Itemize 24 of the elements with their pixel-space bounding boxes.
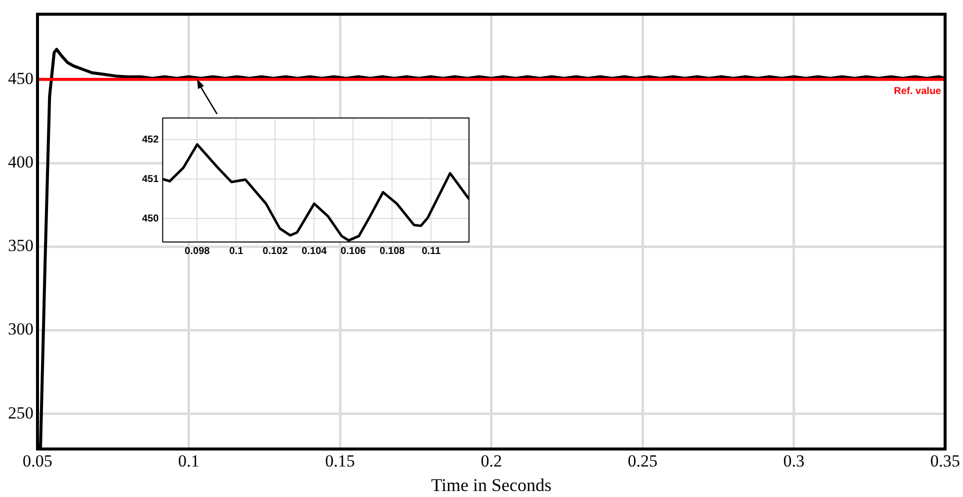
x-tick-label: 0.106	[340, 246, 366, 257]
x-tick-label: 0.15	[325, 452, 355, 471]
x-tick-label: 0.05	[22, 452, 52, 471]
x-axis-title: Time in Seconds	[431, 474, 552, 495]
ref-line-label: Ref. value	[894, 86, 942, 98]
y-tick-label: 250	[8, 403, 34, 422]
y-tick-label: 450	[142, 213, 160, 224]
x-tick-label: 0.1	[229, 246, 244, 257]
y-tick-label: 400	[8, 152, 34, 172]
x-tick-label: 0.35	[930, 452, 960, 471]
x-tick-label: 0.104	[302, 246, 328, 257]
x-tick-label: 0.108	[380, 246, 406, 257]
y-tick-label: 452	[142, 134, 160, 146]
y-tick-label: 451	[142, 174, 160, 185]
y-tick-label: 300	[8, 320, 34, 339]
x-tick-label: 0.098	[184, 246, 210, 257]
x-tick-label: 0.1	[178, 452, 200, 471]
x-tick-label: 0.3	[783, 452, 804, 471]
x-tick-label: 0.11	[422, 246, 442, 257]
x-tick-label: 0.102	[262, 246, 288, 257]
y-tick-label: 450	[8, 68, 34, 88]
y-tick-label: 350	[8, 236, 34, 256]
x-tick-label: 0.25	[628, 452, 658, 471]
x-tick-label: 0.2	[480, 452, 502, 471]
